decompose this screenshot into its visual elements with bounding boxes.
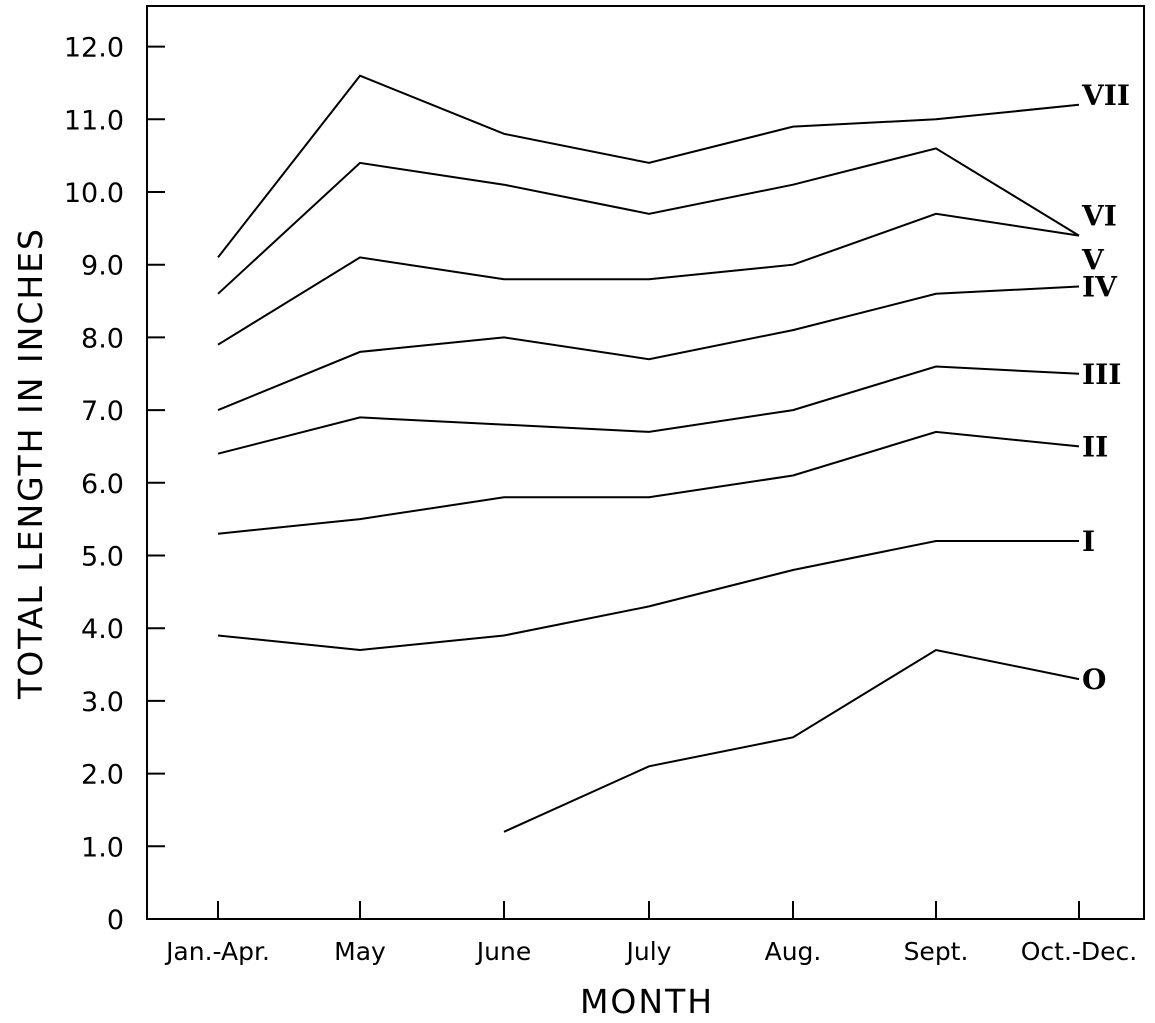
x-tick-label: Aug. bbox=[765, 937, 822, 966]
x-tick-label: Jan.-Apr. bbox=[164, 937, 270, 966]
series-label-v: V bbox=[1081, 244, 1105, 277]
series-line-vii bbox=[217, 74, 1080, 259]
y-tick-label: 7.0 bbox=[81, 396, 124, 427]
series-label-o: O bbox=[1082, 663, 1106, 696]
y-tick-label: 4.0 bbox=[81, 614, 124, 645]
y-axis: 0 1.0 2.0 3.0 4.0 5.0 6.0 7.0 8.0 9.0 10.0 11.0 12.0 bbox=[64, 33, 165, 936]
x-axis-title: MONTH bbox=[580, 982, 714, 1021]
series-line-vi bbox=[217, 147, 1080, 295]
series-line-iv bbox=[217, 285, 1080, 412]
y-tick-label: 9.0 bbox=[81, 251, 124, 282]
y-tick-label: 12.0 bbox=[64, 33, 124, 64]
y-tick-label: 0 bbox=[107, 905, 124, 936]
y-tick-label: 5.0 bbox=[81, 542, 124, 573]
y-axis-title: TOTAL LENGTH IN INCHES bbox=[11, 227, 50, 700]
x-tick-label: June bbox=[475, 937, 531, 966]
plot-frame bbox=[146, 5, 1145, 920]
x-tick-label: May bbox=[334, 937, 386, 966]
y-tick-label: 11.0 bbox=[64, 105, 124, 136]
series-label-vii: VII bbox=[1081, 79, 1130, 112]
series-label-ii: II bbox=[1082, 430, 1108, 463]
x-tick-label: July bbox=[625, 937, 672, 966]
x-axis: Jan.-Apr. May June July Aug. Sept. Oct.-Dec. bbox=[164, 901, 1137, 966]
series-label-iii: III bbox=[1082, 358, 1121, 391]
series-label-iv: IV bbox=[1082, 271, 1118, 304]
y-tick-label: 2.0 bbox=[81, 760, 124, 791]
series-line-v bbox=[217, 212, 1080, 346]
x-tick-label: Sept. bbox=[904, 937, 969, 966]
series-label-vi: VI bbox=[1081, 200, 1117, 233]
y-tick-label: 8.0 bbox=[81, 323, 124, 354]
x-tick-label: Oct.-Dec. bbox=[1021, 937, 1138, 966]
y-tick-label: 10.0 bbox=[64, 178, 124, 209]
series-line-o bbox=[503, 648, 1080, 833]
series-line-ii bbox=[217, 430, 1080, 535]
y-tick-label: 3.0 bbox=[81, 687, 124, 718]
series-line-iii bbox=[217, 365, 1080, 455]
y-tick-label: 1.0 bbox=[81, 832, 124, 863]
y-tick-label: 6.0 bbox=[81, 469, 124, 500]
series-lines bbox=[217, 74, 1080, 833]
series-line-i bbox=[217, 540, 1079, 652]
series-label-i: I bbox=[1082, 525, 1095, 558]
